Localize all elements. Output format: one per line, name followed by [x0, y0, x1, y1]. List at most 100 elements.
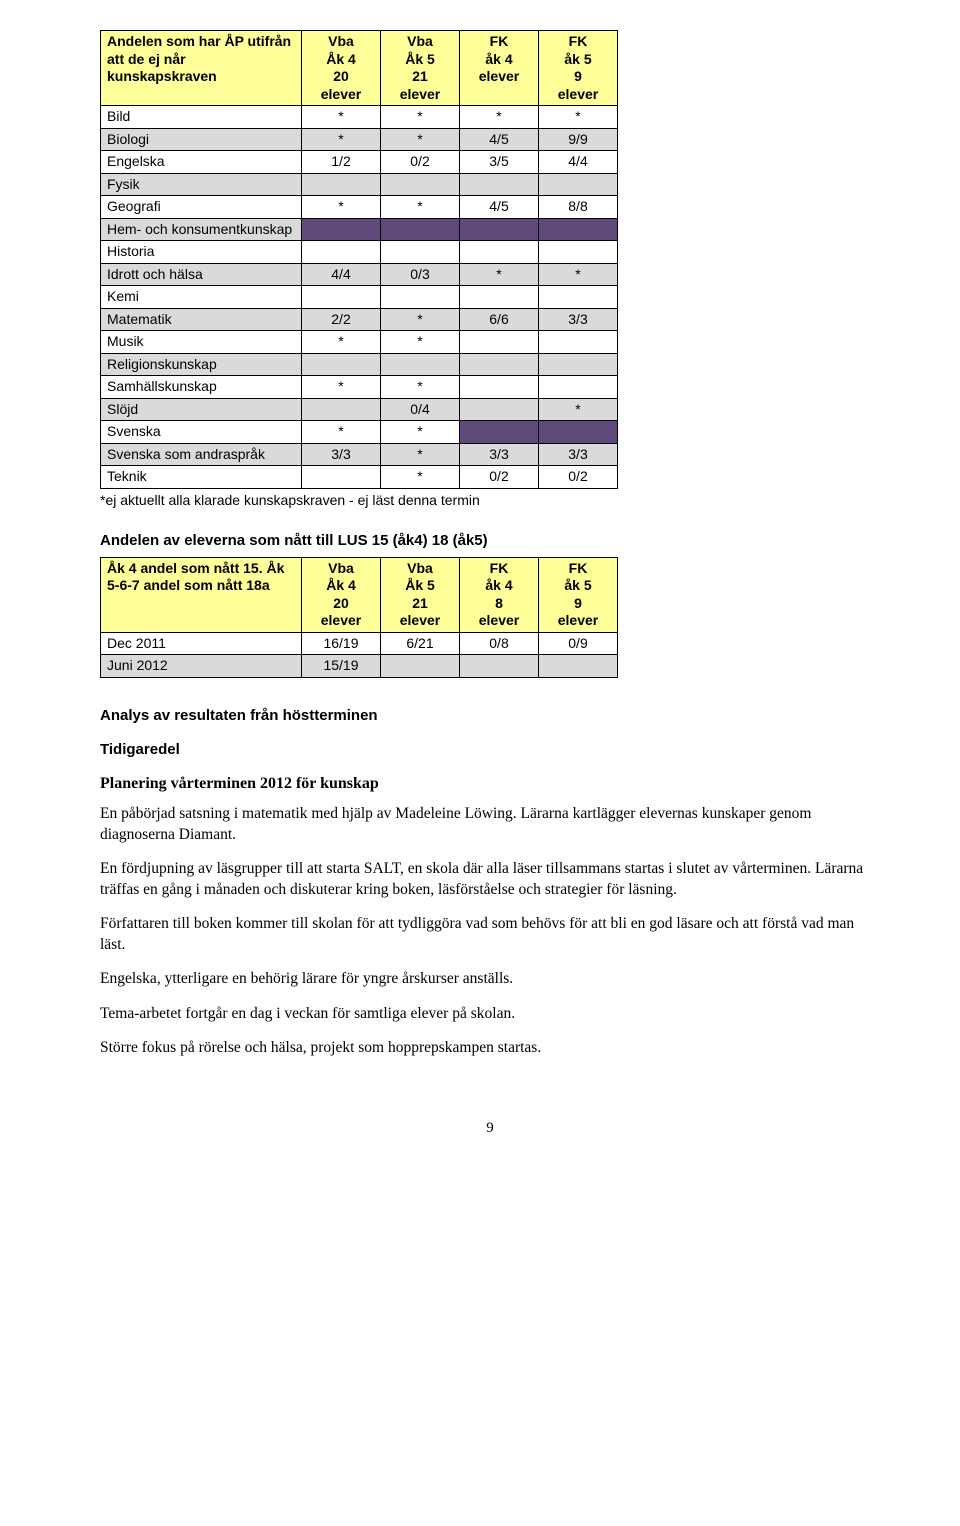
table2-title: Andelen av eleverna som nått till LUS 15…: [100, 531, 880, 551]
cell: 2/2: [302, 308, 381, 331]
cell: *: [460, 106, 539, 129]
cell: [460, 241, 539, 264]
cell: *: [381, 128, 460, 151]
row-label: Teknik: [101, 466, 302, 489]
table-row: Slöjd0/4*: [101, 398, 618, 421]
table-row: Svenska som andraspråk3/3*3/33/3: [101, 443, 618, 466]
cell: 3/3: [539, 443, 618, 466]
header-col-2: FKåk 4elever: [460, 31, 539, 106]
cell: [302, 353, 381, 376]
cell: *: [460, 263, 539, 286]
heading-tidigaredel: Tidigaredel: [100, 740, 880, 760]
cell: [381, 286, 460, 309]
row-label: Slöjd: [101, 398, 302, 421]
cell: [539, 241, 618, 264]
cell: *: [302, 196, 381, 219]
cell: [460, 218, 539, 241]
cell: 3/3: [302, 443, 381, 466]
cell: 15/19: [302, 655, 381, 678]
header-rowhead: Andelen som har ÅP utifrån att de ej når…: [101, 31, 302, 106]
cell: *: [302, 128, 381, 151]
cell: [539, 331, 618, 354]
row-label: Svenska: [101, 421, 302, 444]
cell: [539, 353, 618, 376]
cell: [460, 421, 539, 444]
heading-analys: Analys av resultaten från höstterminen: [100, 706, 880, 726]
paragraph-3: Författaren till boken kommer till skola…: [100, 914, 880, 955]
table-row: Teknik*0/20/2: [101, 466, 618, 489]
cell: *: [381, 106, 460, 129]
table-row: Geografi**4/58/8: [101, 196, 618, 219]
cell: [460, 398, 539, 421]
cell: *: [381, 331, 460, 354]
cell: 4/4: [539, 151, 618, 174]
paragraph-4: Engelska, ytterligare en behörig lärare …: [100, 969, 880, 989]
cell: [460, 353, 539, 376]
cell: 0/2: [539, 466, 618, 489]
table-row: Bild****: [101, 106, 618, 129]
row-label: Idrott och hälsa: [101, 263, 302, 286]
cell: [539, 376, 618, 399]
row-label: Matematik: [101, 308, 302, 331]
cell: [539, 421, 618, 444]
paragraph-5: Tema-arbetet fortgår en dag i veckan för…: [100, 1004, 880, 1024]
table-row: Religionskunskap: [101, 353, 618, 376]
cell: 6/6: [460, 308, 539, 331]
row-label: Geografi: [101, 196, 302, 219]
cell: [460, 376, 539, 399]
cell: 4/5: [460, 128, 539, 151]
cell: [460, 173, 539, 196]
cell: *: [381, 196, 460, 219]
table-row: Svenska**: [101, 421, 618, 444]
table-row: Samhällskunskap**: [101, 376, 618, 399]
row-label: Religionskunskap: [101, 353, 302, 376]
row-label: Samhällskunskap: [101, 376, 302, 399]
cell: 0/9: [539, 632, 618, 655]
table2-header-row: Åk 4 andel som nått 15. Åk 5-6-7 andel s…: [101, 557, 618, 632]
cell: 0/4: [381, 398, 460, 421]
row-label: Dec 2011: [101, 632, 302, 655]
table1-footnote: *ej aktuellt alla klarade kunskapskraven…: [100, 491, 880, 509]
table-row: Hem- och konsumentkunskap: [101, 218, 618, 241]
cell: *: [539, 106, 618, 129]
cell: [539, 218, 618, 241]
table-row: Juni 201215/19: [101, 655, 618, 678]
cell: 16/19: [302, 632, 381, 655]
cell: 0/3: [381, 263, 460, 286]
table2-header-col-1: VbaÅk 521elever: [381, 557, 460, 632]
table-row: Historia: [101, 241, 618, 264]
table-row: Idrott och hälsa4/40/3**: [101, 263, 618, 286]
table-row: Kemi: [101, 286, 618, 309]
cell: 3/5: [460, 151, 539, 174]
table2-header-rowhead: Åk 4 andel som nått 15. Åk 5-6-7 andel s…: [101, 557, 302, 632]
heading-planering: Planering vårterminen 2012 för kunskap: [100, 773, 880, 794]
table-row: Biologi**4/59/9: [101, 128, 618, 151]
cell: 0/2: [381, 151, 460, 174]
cell: [302, 466, 381, 489]
table-row: Engelska1/20/23/54/4: [101, 151, 618, 174]
cell: [539, 655, 618, 678]
row-label: Svenska som andraspråk: [101, 443, 302, 466]
cell: *: [381, 443, 460, 466]
row-label: Fysik: [101, 173, 302, 196]
table2-header-col-2: FKåk 48elever: [460, 557, 539, 632]
cell: *: [539, 263, 618, 286]
table-row: Musik**: [101, 331, 618, 354]
cell: *: [381, 308, 460, 331]
cell: [381, 353, 460, 376]
header-rowhead-text: Andelen som har ÅP utifrån att de ej når…: [107, 33, 291, 84]
cell: [539, 173, 618, 196]
row-label: Musik: [101, 331, 302, 354]
cell: [460, 286, 539, 309]
row-label: Historia: [101, 241, 302, 264]
paragraph-2: En fördjupning av läsgrupper till att st…: [100, 859, 880, 900]
cell: 1/2: [302, 151, 381, 174]
cell: *: [302, 106, 381, 129]
table-row: Dec 201116/196/210/80/9: [101, 632, 618, 655]
cell: [381, 218, 460, 241]
cell: [302, 286, 381, 309]
table2-header-col-3: FKåk 59elever: [539, 557, 618, 632]
cell: [302, 218, 381, 241]
cell: *: [381, 466, 460, 489]
cell: [381, 173, 460, 196]
